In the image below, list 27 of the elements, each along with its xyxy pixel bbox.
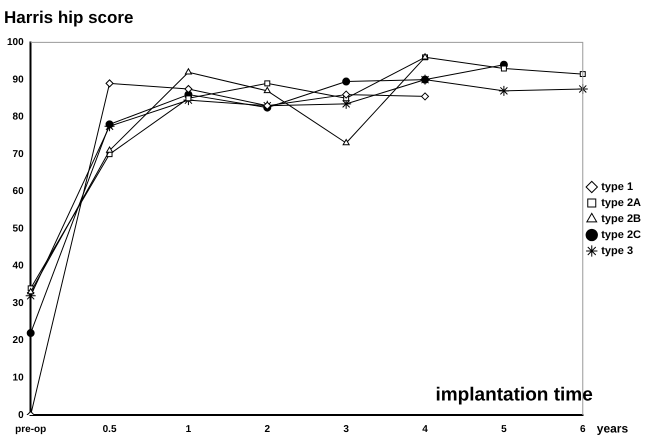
text: years — [596, 421, 628, 436]
y-tick-label: 30 — [12, 298, 24, 309]
y-tick-label: 50 — [12, 223, 24, 234]
x-tick-label: 5 — [501, 424, 508, 435]
x-tick-label: 2 — [264, 424, 271, 435]
legend-label: type 2A — [601, 197, 642, 210]
x-tick-label: 0.5 — [102, 424, 117, 435]
y-tick-label: 10 — [12, 372, 24, 384]
legend-label: type 2B — [601, 213, 642, 226]
y-tick-label: 70 — [12, 148, 24, 160]
y-tick-label: 90 — [12, 74, 24, 86]
y-tick-label: 20 — [12, 335, 24, 346]
y-tick-label: 0 — [18, 410, 24, 421]
legend-label: type 3 — [601, 245, 634, 258]
x-tick-label: 6 — [580, 424, 586, 435]
x-tick-label: 4 — [422, 424, 428, 435]
legend-label: type 1 — [601, 181, 634, 194]
legend-label: type 2C — [601, 229, 642, 242]
y-tick-label: 80 — [12, 112, 24, 123]
x-axis-title: implantation time — [435, 384, 593, 406]
x-tick-label: 1 — [186, 424, 192, 435]
chart-title: Harris hip score — [4, 8, 134, 27]
y-tick-label: 40 — [12, 260, 24, 272]
x-tick-label: pre-op — [15, 424, 46, 435]
y-tick-label: 60 — [12, 186, 24, 198]
y-tick-label: 100 — [6, 37, 24, 48]
x-tick-label: 3 — [343, 424, 350, 435]
